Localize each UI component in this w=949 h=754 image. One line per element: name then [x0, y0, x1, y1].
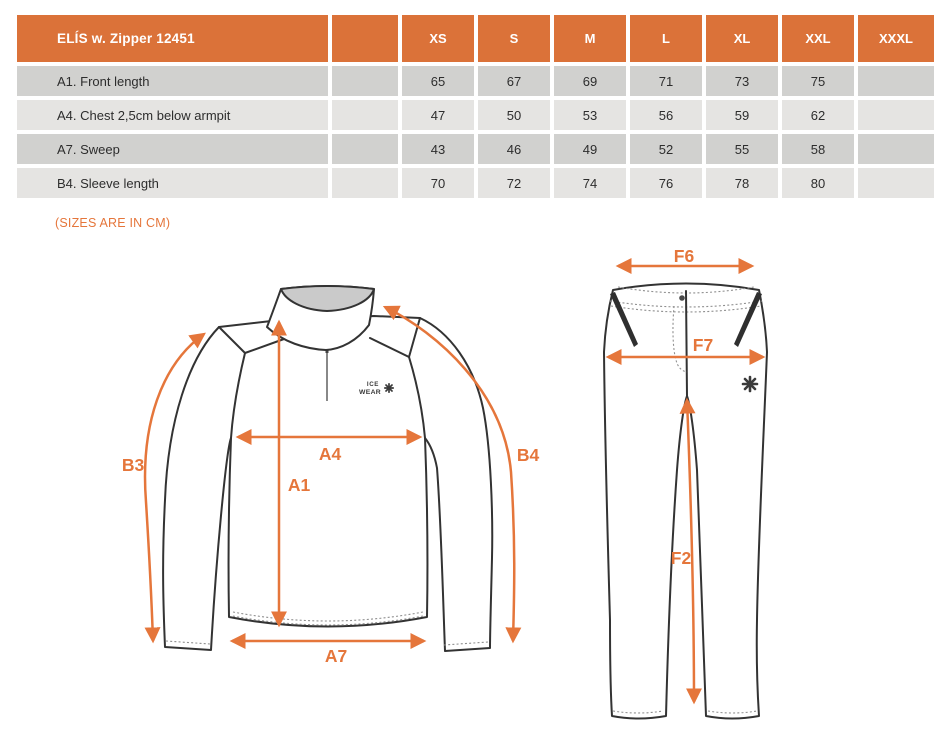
value-cell: 78 [706, 168, 778, 198]
snowflake-icon [741, 375, 759, 393]
value-cell: 70 [402, 168, 474, 198]
value-cell: 58 [782, 134, 854, 164]
label-a4: A4 [319, 444, 342, 464]
value-cell: 73 [706, 66, 778, 96]
label-a7: A7 [325, 646, 347, 666]
label-b3: B3 [122, 455, 145, 475]
table-title: ELÍS w. Zipper 12451 [17, 15, 328, 62]
value-cell: 46 [478, 134, 550, 164]
spacer-cell [332, 168, 398, 198]
value-cell: 72 [478, 168, 550, 198]
value-cell: 49 [554, 134, 626, 164]
value-cell [858, 100, 934, 130]
value-cell: 75 [782, 66, 854, 96]
row-label-sleeve-length: B4. Sleeve length [17, 168, 328, 198]
label-f6: F6 [674, 246, 695, 266]
value-cell: 65 [402, 66, 474, 96]
snowflake-icon [383, 382, 395, 394]
value-cell [858, 134, 934, 164]
size-header-s: S [478, 15, 550, 62]
label-f2: F2 [671, 548, 692, 568]
label-b4: B4 [517, 445, 540, 465]
cuff-stitch-right [443, 641, 489, 646]
arrow-b4 [382, 305, 522, 644]
size-header-m: M [554, 15, 626, 62]
spacer-cell [332, 100, 398, 130]
value-cell: 71 [630, 66, 702, 96]
pocket-left [610, 292, 638, 347]
sweater-drawing: ICE WEAR B3 A4 A1 A7 B4 [122, 285, 540, 666]
value-cell [858, 66, 934, 96]
arrow-f2 [679, 397, 702, 705]
pocket-right [734, 292, 762, 347]
units-note: (SIZES ARE IN CM) [55, 216, 171, 230]
value-cell: 67 [478, 66, 550, 96]
brand-line2: WEAR [359, 389, 381, 396]
header-spacer-cell [332, 15, 398, 62]
fly-seam [685, 290, 688, 397]
value-cell: 69 [554, 66, 626, 96]
value-cell: 55 [706, 134, 778, 164]
pants-outline [603, 282, 768, 720]
brand-line1: ICE [367, 381, 379, 388]
size-header-xxxl: XXXL [858, 15, 934, 62]
spacer-cell [332, 66, 398, 96]
pants-drawing: F6 F7 F2 [603, 246, 768, 720]
size-header-l: L [630, 15, 702, 62]
value-cell: 43 [402, 134, 474, 164]
value-cell: 62 [782, 100, 854, 130]
row-label-front-length: A1. Front length [17, 66, 328, 96]
value-cell: 53 [554, 100, 626, 130]
value-cell: 56 [630, 100, 702, 130]
value-cell [858, 168, 934, 198]
value-cell: 80 [782, 168, 854, 198]
armhole-left [230, 352, 246, 439]
size-header-xxl: XXL [782, 15, 854, 62]
value-cell: 50 [478, 100, 550, 130]
size-header-xl: XL [706, 15, 778, 62]
label-a1: A1 [288, 475, 311, 495]
waistband-stitch [610, 305, 762, 313]
size-header-xs: XS [402, 15, 474, 62]
row-label-sweep: A7. Sweep [17, 134, 328, 164]
value-cell: 74 [554, 168, 626, 198]
value-cell: 76 [630, 168, 702, 198]
row-label-chest: A4. Chest 2,5cm below armpit [17, 100, 328, 130]
value-cell: 52 [630, 134, 702, 164]
value-cell: 47 [402, 100, 474, 130]
size-table: ELÍS w. Zipper 12451 XS S M L XL XXL XXX… [17, 15, 934, 198]
value-cell: 59 [706, 100, 778, 130]
label-f7: F7 [693, 335, 713, 355]
spacer-cell [332, 134, 398, 164]
arrow-b3 [143, 332, 206, 644]
collar-inner [280, 285, 375, 312]
waist-button [679, 295, 685, 301]
